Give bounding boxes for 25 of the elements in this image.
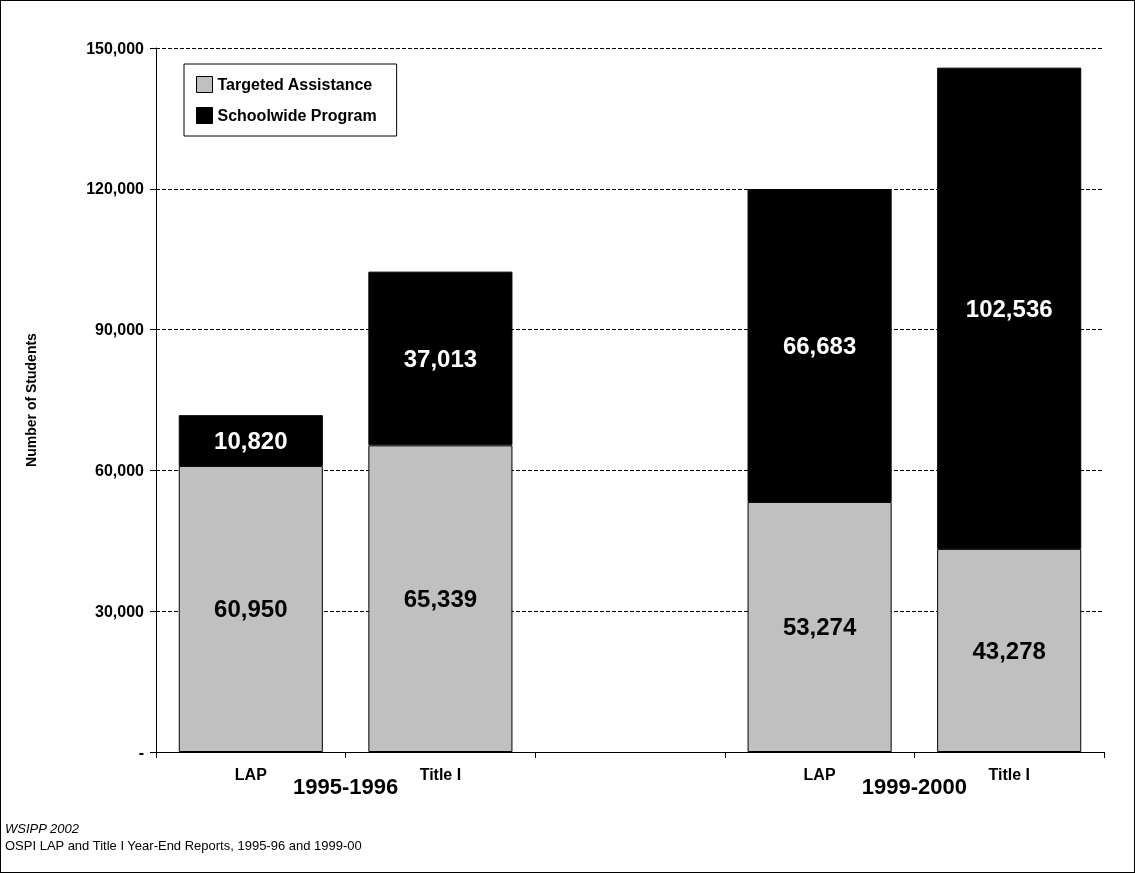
- data-label: 66,683: [782, 331, 857, 359]
- y-tick-label: 90,000: [95, 321, 145, 339]
- data-label: 10,820: [214, 427, 288, 455]
- text: 1999-2000: [861, 774, 967, 800]
- y-tick-label: 30,000: [95, 602, 145, 620]
- y-axis-title: Number of Students: [23, 332, 39, 467]
- x-tick-label: Title I: [419, 765, 462, 783]
- text: WSIPP 2002: [5, 821, 79, 836]
- legend-label: Schoolwide Program: [217, 107, 377, 124]
- x-tick-label: Title I: [988, 765, 1030, 783]
- data-label: 53,274: [782, 613, 857, 641]
- y-tick-label: 120,000: [86, 180, 145, 198]
- x-tick-label: LAP: [234, 765, 268, 783]
- y-tick-label: 60,000: [95, 461, 145, 479]
- data-label: 37,013: [403, 344, 478, 372]
- text: OSPI LAP and Title I Year-End Reports, 1995-96 and 1999-00: [5, 838, 362, 853]
- y-tick-label: -: [138, 743, 144, 761]
- data-label: 60,950: [214, 595, 288, 623]
- data-label: 43,278: [972, 636, 1046, 664]
- text: 1995-1996: [292, 774, 399, 800]
- legend-label: Targeted Assistance: [217, 76, 373, 93]
- y-tick-label: 150,000: [86, 39, 145, 57]
- data-label: 65,339: [403, 585, 478, 613]
- data-label: 102,536: [965, 294, 1053, 322]
- x-tick-label: LAP: [803, 765, 836, 783]
